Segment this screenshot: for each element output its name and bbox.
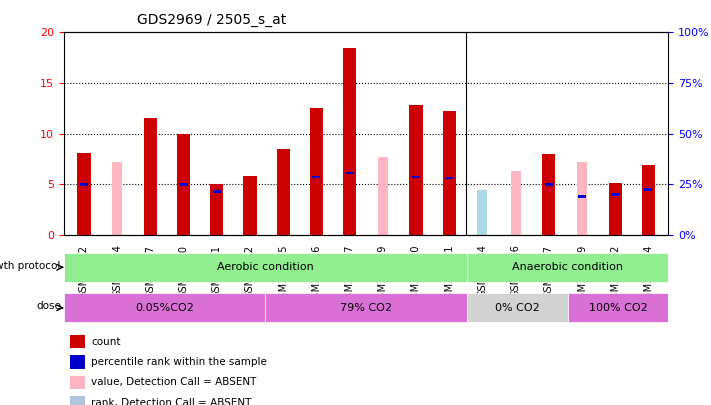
- Bar: [611, 193, 619, 196]
- Bar: [477, 190, 487, 235]
- Text: 0.05%CO2: 0.05%CO2: [135, 303, 194, 313]
- Text: GDS2969 / 2505_s_at: GDS2969 / 2505_s_at: [137, 13, 286, 27]
- Text: growth protocol: growth protocol: [0, 261, 60, 271]
- Bar: [180, 183, 188, 185]
- Text: percentile rank within the sample: percentile rank within the sample: [91, 357, 267, 367]
- FancyBboxPatch shape: [467, 253, 668, 282]
- Bar: [578, 195, 586, 198]
- Bar: [70, 335, 85, 348]
- Bar: [343, 47, 356, 235]
- Text: 100% CO2: 100% CO2: [589, 303, 647, 313]
- Text: value, Detection Call = ABSENT: value, Detection Call = ABSENT: [91, 377, 257, 388]
- Text: count: count: [91, 337, 121, 347]
- Bar: [577, 162, 587, 235]
- Bar: [545, 183, 552, 185]
- Text: dose: dose: [36, 301, 60, 311]
- Text: 79% CO2: 79% CO2: [340, 303, 392, 313]
- Bar: [642, 165, 655, 235]
- Bar: [210, 184, 223, 235]
- Bar: [177, 134, 190, 235]
- Text: rank, Detection Call = ABSENT: rank, Detection Call = ABSENT: [91, 398, 252, 405]
- Bar: [312, 176, 321, 179]
- Bar: [77, 153, 90, 235]
- Bar: [310, 108, 323, 235]
- Text: Aerobic condition: Aerobic condition: [217, 262, 314, 272]
- Bar: [542, 154, 555, 235]
- Bar: [644, 188, 653, 191]
- Bar: [442, 111, 456, 235]
- FancyBboxPatch shape: [64, 293, 265, 322]
- Bar: [378, 157, 387, 235]
- Bar: [80, 183, 88, 185]
- Text: Anaerobic condition: Anaerobic condition: [512, 262, 623, 272]
- Bar: [112, 162, 122, 235]
- Bar: [412, 176, 420, 179]
- Bar: [70, 396, 85, 405]
- Bar: [243, 176, 257, 235]
- Bar: [70, 356, 85, 369]
- Bar: [346, 172, 353, 175]
- FancyBboxPatch shape: [567, 293, 668, 322]
- Bar: [277, 149, 290, 235]
- Bar: [213, 190, 220, 193]
- Text: 0% CO2: 0% CO2: [495, 303, 540, 313]
- Bar: [510, 171, 520, 235]
- Bar: [445, 177, 453, 179]
- Bar: [144, 118, 157, 235]
- Bar: [70, 376, 85, 389]
- Bar: [410, 105, 422, 235]
- FancyBboxPatch shape: [265, 293, 467, 322]
- FancyBboxPatch shape: [467, 293, 567, 322]
- FancyBboxPatch shape: [64, 253, 467, 282]
- Bar: [609, 183, 622, 235]
